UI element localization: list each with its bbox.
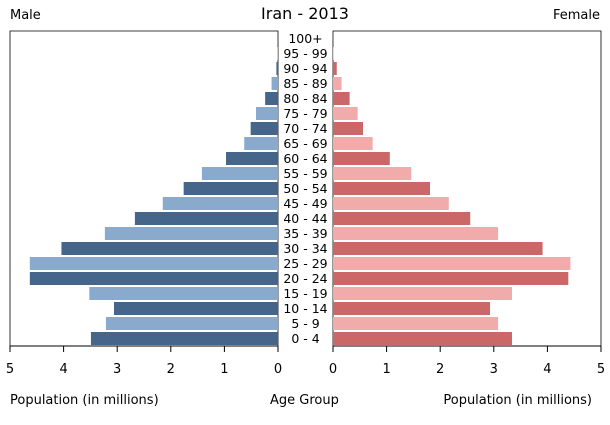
x-axis-label-age-group: Age Group <box>270 393 339 408</box>
female-x-tick-label: 1 <box>382 362 390 377</box>
age-group-label: 45 - 49 <box>283 196 327 211</box>
male-bar <box>162 197 278 210</box>
male-side-label: Male <box>10 8 41 23</box>
age-group-label: 25 - 29 <box>283 256 327 271</box>
female-bar <box>333 62 337 75</box>
male-bar <box>271 77 278 90</box>
age-group-label: 55 - 59 <box>283 166 327 181</box>
age-group-label: 85 - 89 <box>283 76 327 91</box>
female-x-tick-label: 5 <box>597 362 605 377</box>
age-group-label: 90 - 94 <box>283 61 327 76</box>
female-bar <box>333 227 499 240</box>
female-bar <box>333 317 499 330</box>
female-bar <box>333 302 491 315</box>
female-bar <box>333 332 513 345</box>
female-bar <box>333 92 350 105</box>
female-bar <box>333 137 373 150</box>
age-group-label: 65 - 69 <box>283 136 327 151</box>
male-bar <box>29 257 278 270</box>
female-bar <box>333 122 364 135</box>
female-x-tick-label: 4 <box>543 362 551 377</box>
chart-title: Iran - 2013 <box>261 4 349 23</box>
age-group-label: 80 - 84 <box>283 91 327 106</box>
male-bar <box>104 227 278 240</box>
female-bar <box>333 212 471 225</box>
x-axis-label-male: Population (in millions) <box>10 393 159 408</box>
female-bar <box>333 182 431 195</box>
male-bar <box>250 122 278 135</box>
female-bar <box>333 257 571 270</box>
age-group-label: 40 - 44 <box>283 211 327 226</box>
age-group-label: 10 - 14 <box>283 301 327 316</box>
age-group-label: 50 - 54 <box>283 181 327 196</box>
age-group-label: 20 - 24 <box>283 271 327 286</box>
age-group-label: 70 - 74 <box>283 121 327 136</box>
male-bar <box>183 182 278 195</box>
female-bar <box>333 242 543 255</box>
female-bar <box>333 77 342 90</box>
female-bar <box>333 107 358 120</box>
male-bar <box>256 107 278 120</box>
female-bar <box>333 167 412 180</box>
male-bar <box>89 287 278 300</box>
male-bar <box>113 302 278 315</box>
male-x-tick-label: 1 <box>220 362 228 377</box>
male-bar <box>244 137 278 150</box>
male-bar <box>277 47 278 60</box>
male-bar <box>29 272 278 285</box>
female-side-label: Female <box>552 8 600 23</box>
age-group-label: 5 - 9 <box>291 316 319 331</box>
female-x-tick-label: 3 <box>490 362 498 377</box>
male-x-tick-label: 5 <box>6 362 14 377</box>
male-x-tick-label: 3 <box>113 362 121 377</box>
male-bar <box>105 317 278 330</box>
age-group-label: 75 - 79 <box>283 106 327 121</box>
male-x-tick-label: 2 <box>167 362 175 377</box>
female-bar <box>333 272 569 285</box>
male-bar <box>134 212 278 225</box>
female-x-tick-label: 2 <box>436 362 444 377</box>
female-bar <box>333 152 390 165</box>
male-bar <box>61 242 279 255</box>
age-group-label: 100+ <box>288 31 322 46</box>
male-bar <box>276 62 278 75</box>
x-axis-label-female: Population (in millions) <box>443 393 592 408</box>
male-x-tick-label: 0 <box>274 362 282 377</box>
male-bar <box>201 167 278 180</box>
age-group-label: 0 - 4 <box>291 331 319 346</box>
female-bar <box>333 287 513 300</box>
age-group-label: 60 - 64 <box>283 151 327 166</box>
age-group-label: 30 - 34 <box>283 241 327 256</box>
age-group-label: 15 - 19 <box>283 286 327 301</box>
female-x-tick-label: 0 <box>329 362 337 377</box>
male-bar <box>90 332 278 345</box>
female-bar <box>333 197 449 210</box>
age-group-label: 35 - 39 <box>283 226 327 241</box>
age-group-label: 95 - 99 <box>283 46 327 61</box>
female-bar <box>333 47 334 60</box>
male-x-tick-label: 4 <box>59 362 67 377</box>
male-bar <box>265 92 278 105</box>
male-bar <box>226 152 278 165</box>
